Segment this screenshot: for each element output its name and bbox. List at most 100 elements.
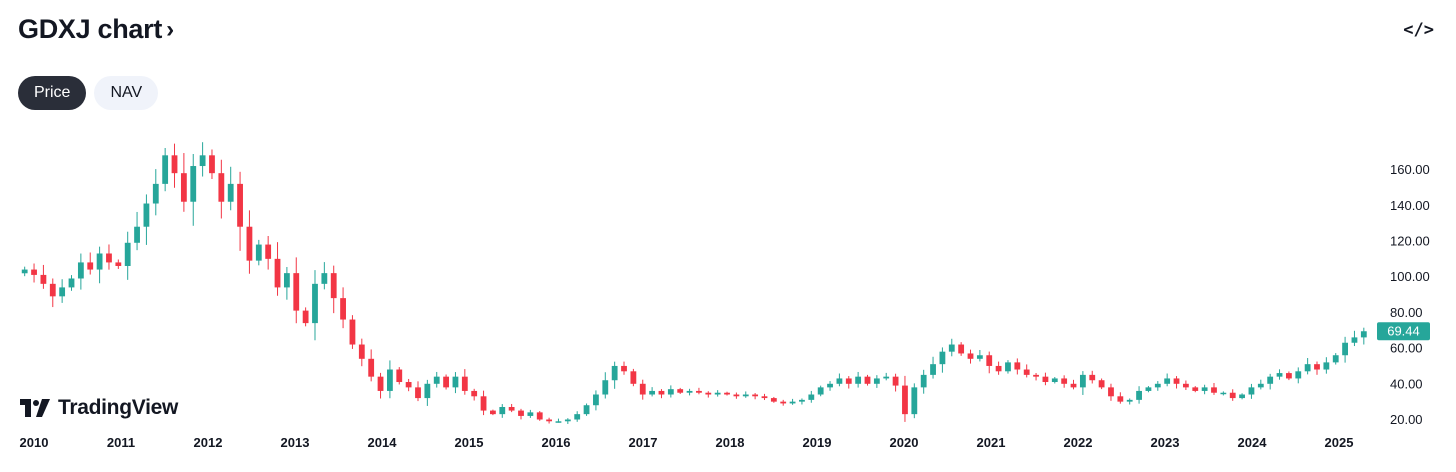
candle-body [817,387,824,395]
candle-body [564,419,571,422]
candle-body [255,244,262,261]
candle-body [171,155,178,174]
candle-body [939,351,946,365]
candle-body [321,273,328,284]
candle-body [59,287,66,297]
candle-body [1136,390,1142,400]
candle-body [1061,378,1068,384]
candle-body [780,401,787,404]
candle-body [1248,387,1255,395]
candle-body [1192,387,1199,391]
candle-body [1220,392,1227,395]
tradingview-logo-icon [20,399,50,417]
candle-body [162,155,169,184]
chart-title-text[interactable]: GDXJ chart [18,14,163,44]
candle-body [1051,378,1058,383]
candle-body [836,378,843,384]
candle-body [1164,378,1171,384]
tradingview-logo[interactable]: TradingView [20,396,178,420]
candle-body [761,396,768,399]
candle-body [21,269,28,274]
tab-nav[interactable]: NAV [94,76,159,110]
candle-body [124,242,131,266]
candle-body [330,273,337,299]
candle-body [405,382,412,388]
candle-body [546,419,553,422]
candle-body [742,394,749,397]
candle-body [358,344,365,359]
y-tick-label: 120.00 [1390,234,1430,249]
candle-body [1323,362,1330,370]
candle-body [180,173,187,202]
candle-body [967,353,974,359]
last-price-marker: 69.44 [1377,322,1430,341]
candle-body [536,412,543,420]
x-tick-label: 2021 [977,435,1006,450]
candle-body [958,344,965,354]
chart-title[interactable]: GDXJ chart › [18,14,174,45]
candle-body [312,283,318,324]
candle-body [31,269,37,275]
candle-body [1117,396,1124,402]
candle-body [1145,387,1152,391]
candle-body [293,273,300,311]
candle-body [714,392,721,395]
candle-body [490,410,496,415]
candle-body [1173,378,1180,384]
candle-body [302,310,309,324]
candle-body [443,376,449,388]
candle-body [1239,394,1245,399]
candle-body [1229,392,1236,399]
x-tick-label: 2010 [20,435,49,450]
candle-body [471,390,478,397]
candle-body [508,407,515,411]
candle-body [1351,337,1358,343]
candle-body [752,394,759,397]
candle-body [152,183,159,204]
y-tick-label: 80.00 [1390,305,1423,320]
candle-body [461,376,468,391]
candle-body [602,380,609,395]
candle-body [827,383,833,388]
candle-body [49,283,56,297]
candles [21,142,1367,424]
tab-price[interactable]: Price [18,76,87,110]
candle-body [396,369,403,383]
candle-body [77,262,84,279]
y-tick-label: 20.00 [1390,412,1423,427]
candle-body [134,226,140,243]
candle-body [368,358,375,377]
candle-body [920,374,927,388]
candle-body [265,244,272,259]
y-tick-label: 60.00 [1390,341,1423,356]
x-tick-label: 2017 [629,435,658,450]
candlestick-chart[interactable]: 20.00 40.00 60.00 80.00 100.00 120.00 140.00 16… [0,120,1456,472]
chevron-right-icon[interactable]: › [166,15,174,43]
candle-body [1070,383,1077,388]
candle-body [696,390,702,393]
candle-body [1285,373,1292,379]
candle-body [892,376,899,386]
x-tick-label: 2024 [1238,435,1268,450]
candle-body [1257,383,1264,388]
candle-body [733,394,740,397]
candle-body [386,369,393,391]
candle-body [115,262,122,266]
x-tick-label: 2023 [1151,435,1180,450]
candle-body [1014,362,1021,370]
candle-body [452,376,459,388]
x-tick-label: 2025 [1325,435,1354,450]
last-price-badge [1377,322,1430,341]
candle-body [986,355,993,366]
candle-body [1033,374,1039,377]
candle-body [96,253,103,270]
candle-body [1314,364,1320,370]
code-embed-icon[interactable]: </> [1403,20,1434,40]
candle-body [424,383,431,399]
candle-body [873,378,880,384]
y-axis: 20.00 40.00 60.00 80.00 100.00 120.00 140.00 16… [1390,162,1430,427]
candle-body [218,173,225,202]
candle-body [246,226,253,261]
candle-body [1342,342,1348,356]
x-tick-label: 2018 [716,435,745,450]
